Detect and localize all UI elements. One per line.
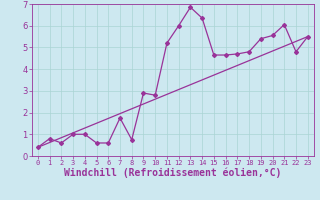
X-axis label: Windchill (Refroidissement éolien,°C): Windchill (Refroidissement éolien,°C)	[64, 168, 282, 178]
